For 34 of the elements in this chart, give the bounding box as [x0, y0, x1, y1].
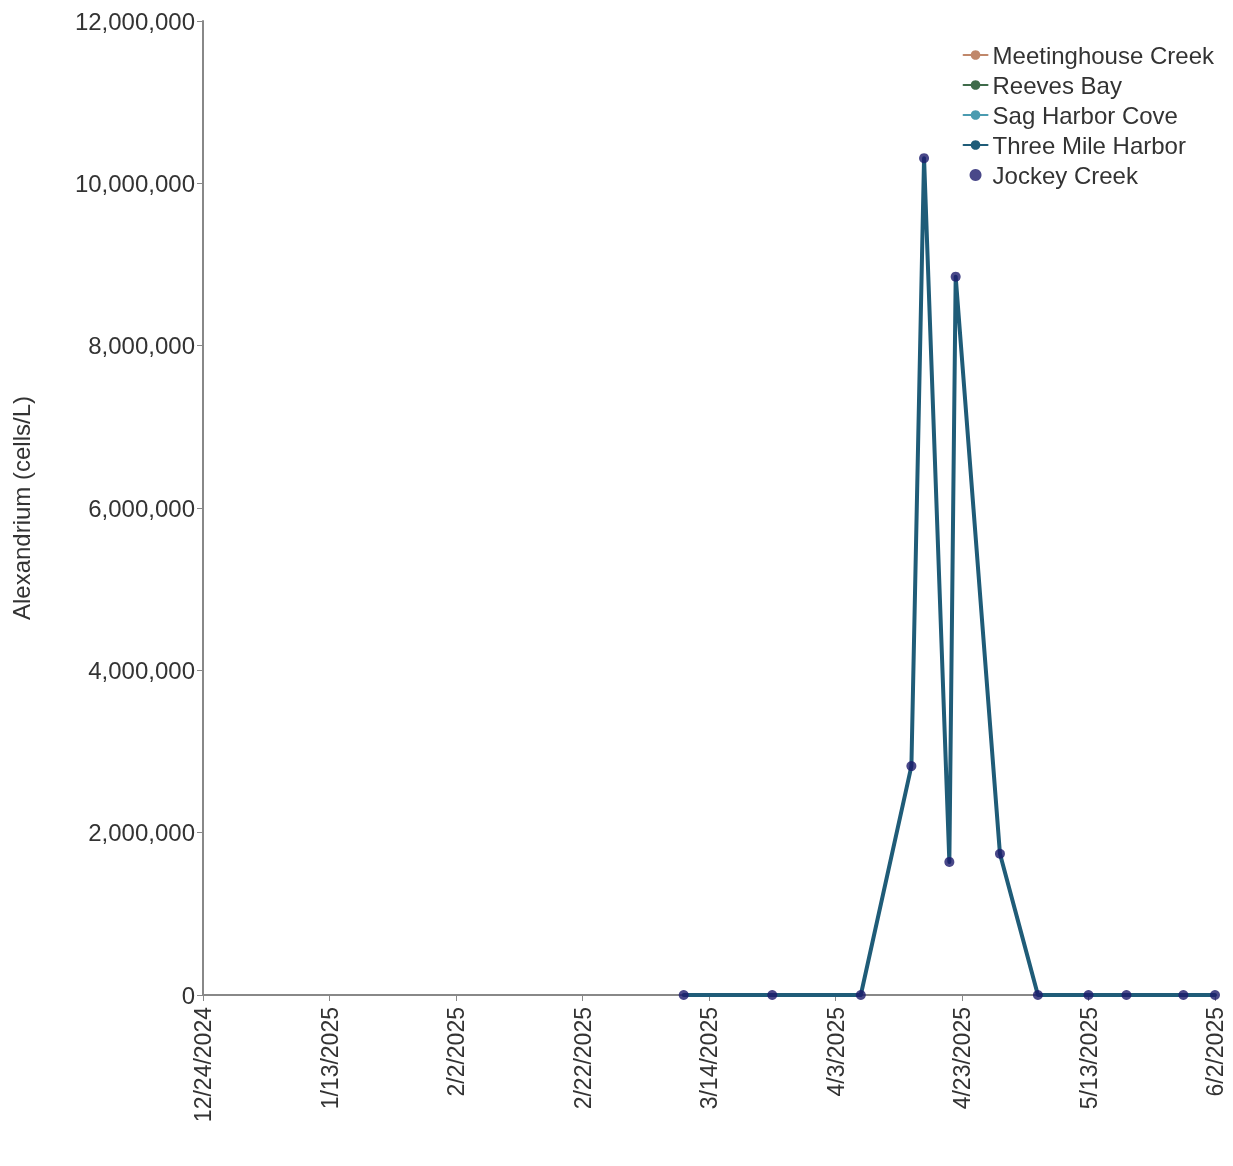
x-tick-label: 4/3/2025 — [822, 1007, 849, 1097]
x-tick-label: 2/22/2025 — [569, 1007, 596, 1110]
y-tick-label: 12,000,000 — [74, 7, 195, 35]
legend-label: Meetinghouse Creek — [992, 41, 1215, 69]
point — [906, 761, 917, 772]
legend-label: Reeves Bay — [992, 71, 1122, 99]
point — [767, 990, 778, 1000]
y-tick-label: 4,000,000 — [88, 656, 195, 684]
point — [994, 848, 1005, 859]
x-tick-label: 4/23/2025 — [949, 1007, 975, 1110]
legend-label: Sag Harbor Cove — [992, 101, 1178, 129]
x-tick-label: 2/2/2025 — [443, 1007, 469, 1097]
point — [1032, 990, 1043, 1000]
point — [1083, 990, 1094, 1000]
y-tick-label: 10,000,000 — [74, 169, 195, 197]
point — [1121, 990, 1132, 1000]
y-axis-title: Alexandrium (cells/L) — [7, 395, 35, 621]
y-tick-label: 8,000,000 — [88, 332, 195, 360]
y-tick-label: 6,000,000 — [88, 494, 195, 522]
x-tick-label: 1/13/2025 — [316, 1007, 343, 1110]
x-tick-label: 3/14/2025 — [696, 1007, 722, 1110]
x-tick-label: 6/2/2025 — [1202, 1007, 1228, 1097]
point — [678, 990, 689, 1000]
point — [944, 856, 955, 867]
x-tick-label: 5/13/2025 — [1075, 1007, 1102, 1110]
point — [1178, 990, 1189, 1000]
point — [855, 990, 866, 1000]
legend-label: Jockey Creek — [992, 161, 1139, 189]
legend-label: Three Mile Harbor — [992, 131, 1186, 159]
y-tick-label: 0 — [181, 981, 195, 1009]
y-tick-label: 2,000,000 — [88, 819, 195, 847]
x-tick-label: 12/24/2024 — [190, 1006, 216, 1123]
point — [919, 153, 930, 164]
point — [950, 271, 961, 282]
